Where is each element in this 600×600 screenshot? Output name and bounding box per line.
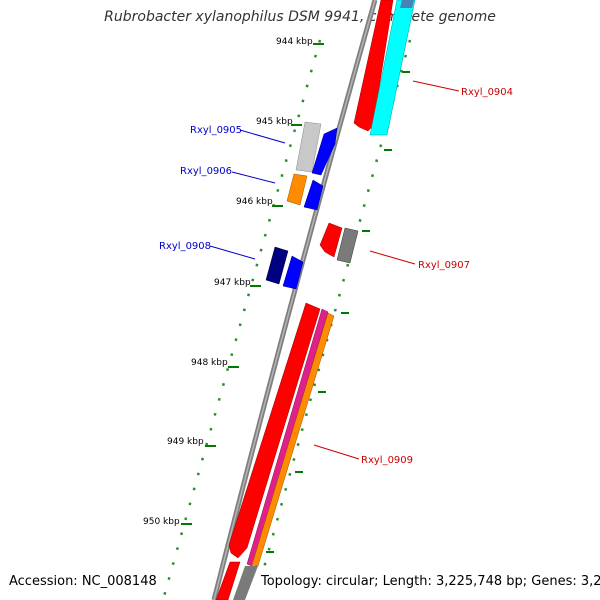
gene-label-rxyl-0905[interactable]: Rxyl_0905	[190, 125, 242, 136]
gene-label-rxyl-0909[interactable]: Rxyl_0909	[361, 455, 413, 466]
gene-arrow-rxyl-0904-steel[interactable]	[400, 0, 414, 8]
accession-label: Accession: NC_008148	[9, 574, 157, 589]
gene-label-rxyl-0907[interactable]: Rxyl_0907	[418, 260, 470, 271]
gene-label-rxyl-0906[interactable]: Rxyl_0906	[180, 166, 232, 177]
gene-arrow-rxyl-0904-cyan[interactable]	[369, 0, 416, 136]
gene-label-leader	[239, 129, 286, 144]
gene-arrow-rxyl-0905-grey[interactable]	[295, 121, 322, 173]
gene-arrow-rxyl-0907-grey[interactable]	[336, 227, 359, 264]
gene-arrow-rxyl-0904-red[interactable]	[353, 0, 394, 132]
tick-marks	[181, 43, 410, 553]
genome-backbone	[211, 0, 378, 600]
tick-label: 949 kbp	[167, 437, 204, 447]
gene-label-rxyl-0904[interactable]: Rxyl_0904	[461, 87, 513, 98]
gene-arrow-rxyl-0907-red[interactable]	[319, 222, 343, 258]
tick-label: 948 kbp	[191, 358, 228, 368]
gene-arrow-rxyl-0909-magenta[interactable]	[246, 308, 329, 567]
gene-arrow-rxyl-0906-blue[interactable]	[303, 179, 324, 211]
topology-summary: Topology: circular; Length: 3,225,748 bp…	[261, 574, 600, 589]
gene-label-leader	[369, 250, 416, 265]
gene-label-leader	[313, 444, 360, 460]
tick-label: 950 kbp	[143, 517, 180, 527]
gene-label-rxyl-0908[interactable]: Rxyl_0908	[159, 241, 211, 252]
genome-backbone-highlight	[213, 0, 376, 600]
gene-label-leader	[412, 80, 460, 92]
tick-label: 944 kbp	[276, 37, 313, 47]
gene-arrow-rxyl-0905-blue[interactable]	[311, 127, 338, 176]
gene-label-leader	[209, 245, 256, 260]
gene-arrow-rxyl-0909-red[interactable]	[228, 302, 321, 559]
gene-arrow-rxyl-0906-orange[interactable]	[286, 173, 308, 206]
gene-arrow-rxyl-0908-navy[interactable]	[265, 246, 289, 285]
tick-label: 945 kbp	[256, 117, 293, 127]
gene-arrow-rxyl-0908-blue[interactable]	[282, 255, 304, 290]
gene-arrow-bottom-red[interactable]	[215, 561, 241, 600]
gene-label-leader	[231, 171, 276, 184]
tick-label: 947 kbp	[214, 278, 251, 288]
tick-label: 946 kbp	[236, 197, 273, 207]
gene-arrow-bottom-grey[interactable]	[233, 566, 258, 600]
